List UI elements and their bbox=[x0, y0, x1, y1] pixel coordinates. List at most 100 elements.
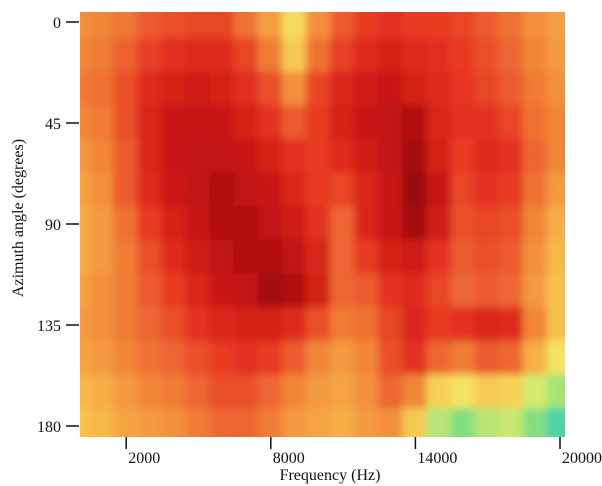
heatmap-cell bbox=[137, 138, 164, 175]
heatmap-cell bbox=[522, 273, 549, 310]
heatmap-cell bbox=[113, 374, 140, 411]
heatmap-cell bbox=[402, 12, 429, 40]
heatmap-cell bbox=[281, 307, 308, 343]
heatmap-cell bbox=[161, 307, 188, 343]
heatmap-cell bbox=[378, 273, 405, 310]
heatmap-cell bbox=[450, 273, 477, 310]
heatmap-cell bbox=[498, 340, 525, 377]
heatmap-cell bbox=[185, 138, 212, 175]
heatmap-cell bbox=[378, 12, 405, 40]
heatmap-cell bbox=[233, 71, 260, 108]
heatmap-cell bbox=[257, 374, 284, 411]
heatmap-cell bbox=[354, 71, 381, 108]
heatmap-cell bbox=[546, 37, 565, 74]
heatmap-cell bbox=[89, 374, 116, 411]
heatmap-cell bbox=[498, 37, 525, 74]
heatmap-cell bbox=[354, 239, 381, 276]
heatmap-cell bbox=[498, 206, 525, 242]
heatmap-cell bbox=[113, 273, 140, 310]
heatmap-cell bbox=[354, 105, 381, 141]
heatmap-cell bbox=[354, 138, 381, 175]
heatmap-cell bbox=[137, 172, 164, 209]
heatmap-cell bbox=[161, 408, 188, 437]
heatmap-cell bbox=[281, 71, 308, 108]
heatmap-cell bbox=[546, 408, 565, 437]
heatmap-cell bbox=[330, 273, 357, 310]
y-tick-label: 0 bbox=[53, 15, 61, 32]
heatmap-cell bbox=[281, 138, 308, 175]
y-tick-label: 45 bbox=[45, 116, 61, 133]
heatmap-cell bbox=[185, 12, 212, 40]
heatmap-cell bbox=[80, 172, 92, 209]
heatmap-cell bbox=[113, 138, 140, 175]
heatmap-cell bbox=[305, 239, 333, 276]
heatmap-cell bbox=[402, 340, 429, 377]
heatmap-cell bbox=[233, 273, 260, 310]
heatmap-cell bbox=[89, 37, 116, 74]
heatmap-cell bbox=[474, 408, 501, 437]
heatmap-cell bbox=[305, 408, 333, 437]
heatmap-cell bbox=[233, 37, 260, 74]
heatmap-cell bbox=[161, 12, 188, 40]
heatmap-cell bbox=[378, 239, 405, 276]
heatmap-cell bbox=[281, 374, 308, 411]
heatmap-cell bbox=[330, 239, 357, 276]
heatmap-cell bbox=[113, 408, 140, 437]
heatmap-cell bbox=[80, 307, 92, 343]
heatmap-cell bbox=[281, 105, 308, 141]
heatmap-cell bbox=[161, 273, 188, 310]
heatmap-cell bbox=[257, 71, 284, 108]
y-axis-label: Azimuth angle (degrees) bbox=[10, 139, 27, 297]
heatmap-cell bbox=[137, 307, 164, 343]
heatmap-cell bbox=[402, 408, 429, 437]
heatmap-cell bbox=[80, 239, 92, 276]
heatmap-cell bbox=[498, 71, 525, 108]
heatmap-cell bbox=[426, 273, 453, 310]
heatmap-cell bbox=[378, 374, 405, 411]
heatmap-cell bbox=[80, 138, 92, 175]
heatmap-cell bbox=[113, 307, 140, 343]
heatmap-cell bbox=[137, 408, 164, 437]
heatmap-cell bbox=[80, 12, 92, 40]
heatmap-cell bbox=[378, 340, 405, 377]
heatmap-cell bbox=[426, 408, 453, 437]
heatmap-cell bbox=[281, 172, 308, 209]
heatmap-cell bbox=[378, 206, 405, 242]
heatmap-cell bbox=[185, 340, 212, 377]
heatmap-cell bbox=[89, 273, 116, 310]
heatmap-cell bbox=[89, 206, 116, 242]
heatmap-cell bbox=[522, 206, 549, 242]
heatmap-cell bbox=[209, 37, 236, 74]
x-tick-label: 14000 bbox=[417, 450, 457, 467]
heatmap-cell bbox=[257, 408, 284, 437]
heatmap-cell bbox=[137, 239, 164, 276]
heatmap-cell bbox=[474, 138, 501, 175]
heatmap-cell bbox=[233, 12, 260, 40]
heatmap-cell bbox=[378, 105, 405, 141]
heatmap-cell bbox=[233, 172, 260, 209]
heatmap-cell bbox=[113, 105, 140, 141]
x-axis-label: Frequency (Hz) bbox=[280, 467, 381, 484]
heatmap-cell bbox=[474, 239, 501, 276]
heatmap-cell bbox=[378, 307, 405, 343]
heatmap-cell bbox=[378, 71, 405, 108]
heatmap-cell bbox=[113, 37, 140, 74]
heatmap-cell bbox=[257, 12, 284, 40]
heatmap-cell bbox=[305, 273, 333, 310]
heatmap-cell bbox=[546, 172, 565, 209]
heatmap-cell bbox=[546, 239, 565, 276]
heatmap-cell bbox=[546, 374, 565, 411]
heatmap-cell bbox=[89, 307, 116, 343]
heatmap-cell bbox=[474, 71, 501, 108]
heatmap-cell bbox=[522, 37, 549, 74]
heatmap-cell bbox=[378, 408, 405, 437]
heatmap-cell bbox=[450, 37, 477, 74]
heatmap-cell bbox=[378, 37, 405, 74]
heatmap-cell bbox=[305, 307, 333, 343]
heatmap-cell bbox=[354, 37, 381, 74]
heatmap-cell bbox=[257, 273, 284, 310]
heatmap-cell bbox=[137, 12, 164, 40]
heatmap-cell bbox=[113, 12, 140, 40]
heatmap-cell bbox=[522, 239, 549, 276]
heatmap-cell bbox=[498, 307, 525, 343]
